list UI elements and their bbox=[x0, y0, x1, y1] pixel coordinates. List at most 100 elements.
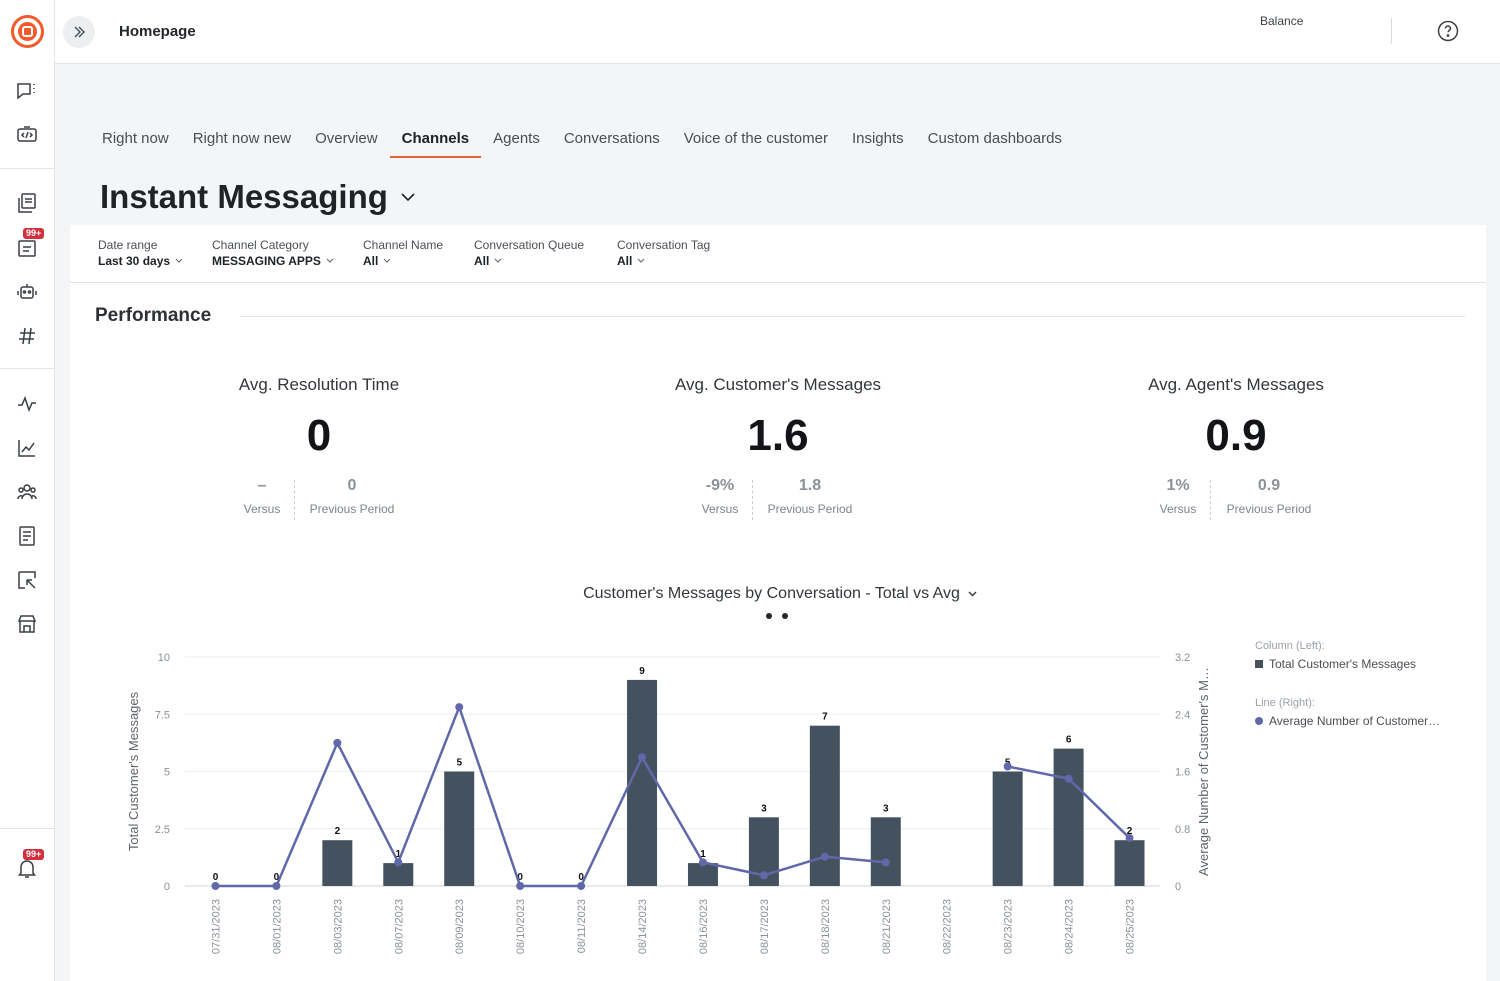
x-tick-label: 08/21/2023 bbox=[881, 899, 893, 954]
channel-selector[interactable]: Instant Messaging bbox=[100, 178, 416, 216]
line-point bbox=[1125, 834, 1134, 843]
page-title: Homepage bbox=[119, 23, 196, 40]
performance-title: Performance bbox=[95, 305, 212, 326]
tab-conversations[interactable]: Conversations bbox=[563, 130, 660, 147]
bar bbox=[627, 679, 658, 886]
bar-value-label: 2 bbox=[1127, 826, 1133, 837]
bar bbox=[1053, 748, 1084, 886]
pager-dot[interactable] bbox=[766, 613, 772, 619]
line-point bbox=[272, 882, 281, 890]
pager-dot[interactable] bbox=[782, 613, 788, 619]
y-tick-label: 0 bbox=[164, 881, 170, 893]
filter-channel-name[interactable]: Channel Name All bbox=[363, 238, 443, 268]
x-tick-label: 07/31/2023 bbox=[210, 899, 222, 954]
filter-value: All bbox=[363, 254, 379, 268]
kpi-value: 0.9 bbox=[1205, 411, 1267, 460]
legend-label: Total Customer's Messages bbox=[1269, 657, 1417, 671]
help-icon[interactable] bbox=[1437, 20, 1459, 42]
bar bbox=[444, 771, 475, 886]
logbook-icon[interactable] bbox=[15, 524, 39, 548]
analytics-icon[interactable] bbox=[15, 436, 39, 460]
kpi-avg-customer-messages: Avg. Customer's Messages 1.6 -9% Versus 1… bbox=[578, 375, 978, 520]
chart-pager[interactable] bbox=[766, 613, 788, 619]
chevron-down-icon bbox=[326, 258, 334, 263]
x-tick-label: 08/16/2023 bbox=[698, 899, 710, 954]
bar-value-label: 3 bbox=[883, 803, 889, 814]
filter-date-range[interactable]: Date range Last 30 days bbox=[98, 238, 183, 268]
filter-value: All bbox=[617, 254, 633, 268]
line-point bbox=[638, 753, 647, 762]
kpi-previous-label: Previous Period bbox=[1226, 502, 1312, 516]
kpi-versus-label: Versus bbox=[243, 502, 281, 516]
bot-icon[interactable] bbox=[15, 280, 39, 304]
tab-custom-dashboards[interactable]: Custom dashboards bbox=[927, 130, 1062, 147]
legend-item-average[interactable]: Average Number of Customer… bbox=[1255, 714, 1455, 728]
bar-value-label: 0 bbox=[517, 872, 523, 883]
store-icon[interactable] bbox=[15, 612, 39, 636]
kpi-previous-label: Previous Period bbox=[767, 502, 853, 516]
chevron-down-icon bbox=[494, 258, 502, 263]
x-tick-label: 08/25/2023 bbox=[1125, 899, 1137, 954]
y2-tick-label: 1.6 bbox=[1175, 767, 1190, 779]
x-tick-label: 08/17/2023 bbox=[759, 899, 771, 954]
bar-value-label: 2 bbox=[335, 826, 341, 837]
tab-channels[interactable]: Channels bbox=[389, 118, 482, 158]
bar bbox=[687, 863, 718, 886]
bar-value-label: 0 bbox=[213, 872, 219, 883]
chart-title: Customer's Messages by Conversation - To… bbox=[583, 585, 960, 602]
line-point bbox=[698, 858, 707, 867]
filter-value: All bbox=[474, 254, 490, 268]
dashboard-card: Date range Last 30 days Channel Category… bbox=[70, 225, 1486, 981]
performance-divider bbox=[240, 316, 1465, 317]
x-tick-label: 08/11/2023 bbox=[576, 899, 588, 953]
hashtag-icon[interactable] bbox=[15, 324, 39, 348]
tab-right-now-new[interactable]: Right now new bbox=[192, 130, 292, 147]
filter-bar: Date range Last 30 days Channel Category… bbox=[70, 225, 1486, 283]
filter-conversation-tag[interactable]: Conversation Tag All bbox=[617, 238, 710, 268]
activity-icon[interactable] bbox=[15, 392, 39, 416]
bar bbox=[870, 817, 901, 886]
tab-right-now[interactable]: Right now bbox=[102, 130, 169, 147]
x-tick-label: 08/23/2023 bbox=[1003, 899, 1015, 954]
campaigns-icon[interactable] bbox=[15, 568, 39, 592]
x-tick-label: 08/24/2023 bbox=[1064, 899, 1076, 954]
bell-icon[interactable] bbox=[15, 856, 39, 880]
tab-agents[interactable]: Agents bbox=[493, 130, 540, 147]
conversations-icon[interactable] bbox=[15, 79, 39, 103]
tickets-badge: 99+ bbox=[23, 228, 45, 239]
kpi-label: Avg. Customer's Messages bbox=[674, 375, 882, 394]
balance-label[interactable]: Balance bbox=[1260, 14, 1304, 28]
x-tick-label: 08/22/2023 bbox=[942, 899, 954, 954]
filter-label: Date range bbox=[98, 238, 158, 252]
kpi-label: Avg. Agent's Messages bbox=[1148, 375, 1324, 394]
filter-channel-category[interactable]: Channel Category MESSAGING APPS bbox=[212, 238, 334, 268]
series-line bbox=[215, 703, 886, 888]
expand-sidebar-button[interactable] bbox=[63, 16, 95, 48]
tickets-icon[interactable] bbox=[15, 236, 39, 260]
filter-conversation-queue[interactable]: Conversation Queue All bbox=[474, 238, 584, 268]
line-point bbox=[1003, 762, 1012, 771]
kpi-previous-value: 0 bbox=[347, 477, 357, 494]
brand-logo[interactable] bbox=[11, 15, 44, 48]
kpi-previous-label: Previous Period bbox=[309, 502, 395, 516]
tab-insights[interactable]: Insights bbox=[851, 130, 904, 147]
y2-axis-title: Average Number of Customer's M… bbox=[1196, 667, 1211, 876]
kpi-versus-value: 1% bbox=[1166, 477, 1190, 494]
line-point bbox=[394, 858, 403, 867]
bar-value-label: 6 bbox=[1066, 735, 1072, 746]
contacts-icon[interactable] bbox=[15, 480, 39, 504]
bar-value-label: 7 bbox=[822, 712, 828, 723]
channel-title: Instant Messaging bbox=[100, 178, 388, 215]
y2-tick-label: 3.2 bbox=[1175, 652, 1190, 664]
chart-selector[interactable]: Customer's Messages by Conversation - To… bbox=[570, 585, 990, 603]
tab-overview[interactable]: Overview bbox=[315, 130, 378, 147]
kpi-avg-agent-messages: Avg. Agent's Messages 0.9 1% Versus 0.9 Pr… bbox=[1036, 375, 1436, 520]
line-point bbox=[881, 858, 890, 867]
code-icon[interactable] bbox=[15, 123, 39, 147]
dashboard-tabs: Right now Right now new Overview Channel… bbox=[90, 118, 1074, 158]
tab-voice-of-the-customer[interactable]: Voice of the customer bbox=[683, 130, 828, 147]
legend-item-total[interactable]: Total Customer's Messages bbox=[1255, 657, 1455, 671]
sidebar: 99+ 99+ bbox=[0, 0, 55, 981]
knowledge-icon[interactable] bbox=[15, 191, 39, 215]
